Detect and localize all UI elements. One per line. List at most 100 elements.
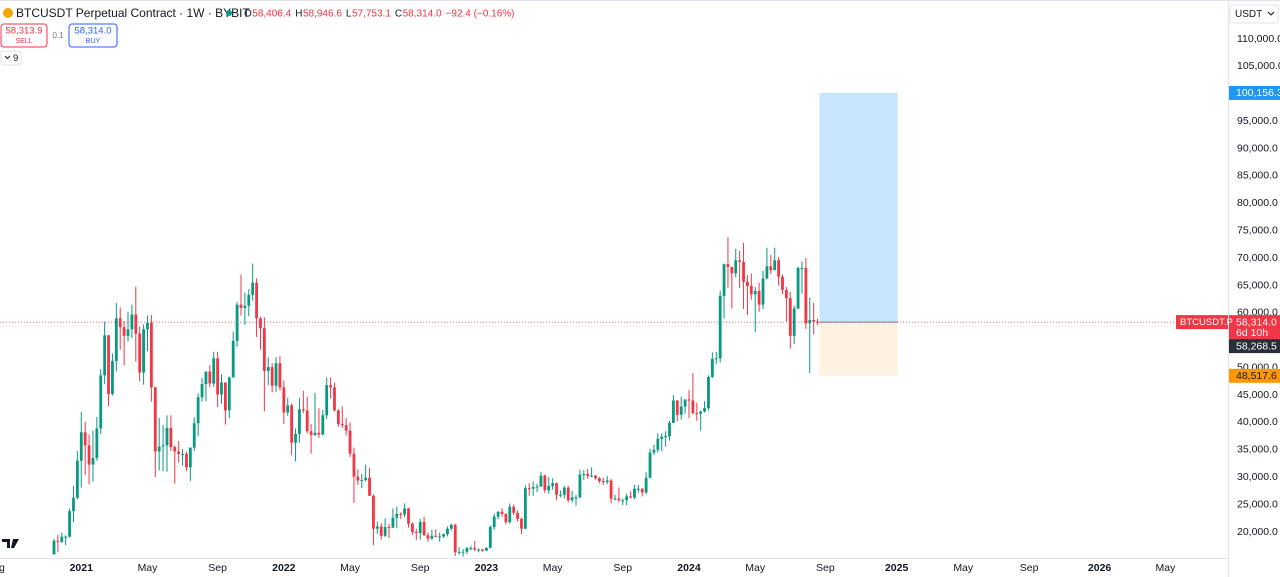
candle-body: [446, 528, 449, 535]
candle-body: [372, 495, 375, 529]
candle-body: [761, 278, 765, 305]
x-tick-label: Sep: [1020, 562, 1039, 574]
candle-body: [149, 322, 153, 388]
candle-body: [200, 384, 204, 398]
sell-button[interactable]: [0, 23, 48, 48]
candle-body: [636, 488, 640, 490]
axes: 20,000.0 25,000.0 30,000.0 35,000.0 40,000.0…: [0, 33, 1280, 574]
candle-body: [539, 475, 543, 487]
candle-body: [566, 487, 570, 501]
candle-body: [138, 333, 142, 373]
candle-body: [185, 453, 188, 468]
candle-body: [422, 522, 426, 536]
candle-body: [652, 449, 656, 453]
candle-body: [235, 304, 239, 341]
candle-body: [360, 479, 364, 481]
candle-body: [204, 371, 208, 385]
candle-body: [477, 549, 481, 551]
candle-body: [231, 340, 235, 378]
symbol-tag-label: BTCUSDT.P: [1180, 317, 1233, 328]
candle-body: [617, 498, 621, 501]
candle-body: [153, 387, 157, 452]
candle-body: [812, 319, 816, 322]
ohlc-value: 57,753.1: [352, 9, 391, 20]
candle-body: [383, 527, 387, 536]
y-tick-label: 40,000.0: [1237, 416, 1278, 428]
y-tick-label: 85,000.0: [1237, 170, 1278, 182]
candle-body: [122, 327, 126, 336]
candle-body: [169, 427, 173, 448]
candle-body: [461, 551, 465, 553]
indicators-toggle[interactable]: [0, 50, 22, 66]
candle-body: [590, 475, 593, 477]
candle-body: [99, 375, 103, 429]
y-tick-label: 80,000.0: [1237, 197, 1278, 209]
candle-body: [111, 361, 114, 394]
candle-body: [551, 483, 555, 486]
candle-body: [188, 447, 192, 468]
candle-body: [224, 382, 227, 411]
x-tick-label: Sep: [816, 562, 835, 574]
status-dot: [226, 10, 232, 16]
candle-body: [72, 497, 75, 512]
currency-select[interactable]: [1229, 4, 1279, 24]
candle-body: [434, 535, 438, 537]
buy-price: 58,314.0: [75, 26, 112, 37]
candle-body: [523, 488, 527, 529]
candle-body: [625, 496, 629, 501]
candle-body: [765, 266, 769, 279]
candle-body: [656, 438, 660, 450]
candle-body: [492, 516, 496, 528]
candle-body: [527, 488, 531, 490]
x-tick-label: 2022: [272, 562, 296, 574]
candle-body: [800, 267, 804, 269]
candle-body: [621, 500, 625, 502]
candle-body: [407, 508, 410, 524]
candle-body: [578, 474, 582, 498]
candle-body: [699, 411, 703, 414]
candle-body: [64, 536, 68, 538]
x-tick-label: May: [340, 562, 361, 574]
stop-zone: [819, 322, 898, 376]
candle-body: [633, 488, 636, 498]
candle-body: [364, 477, 368, 480]
candle-body: [481, 549, 484, 551]
candle-body: [453, 524, 457, 553]
stop-tag-box: [1229, 368, 1280, 383]
candle-body: [262, 328, 266, 371]
x-tick-label: 2023: [475, 562, 499, 574]
change: −92.4 (−0.16%): [446, 9, 515, 20]
y-tick-label: 110,000.0: [1237, 33, 1280, 45]
candle-body: [784, 289, 788, 299]
mark-price-box: [1229, 339, 1280, 354]
ohlc-key: C: [395, 9, 402, 20]
candle-body: [640, 488, 644, 493]
target-tag-box: [1229, 85, 1280, 100]
y-tick-label: 20,000.0: [1237, 526, 1278, 538]
candle-body: [442, 534, 445, 537]
candle-body: [430, 535, 434, 539]
y-tick-label: 75,000.0: [1237, 224, 1278, 236]
candle-body: [605, 480, 609, 483]
candle-body: [368, 477, 371, 496]
ohlc-legend: O 58,406.4 H 58,946.6 L 57,753.1 C 58,314.0 −92.…: [244, 9, 515, 20]
y-tick-label: 30,000.0: [1237, 471, 1278, 483]
candle-body: [270, 367, 274, 386]
candle-body: [418, 522, 422, 534]
buy-button[interactable]: [68, 23, 118, 48]
candle-body: [142, 329, 145, 373]
candle-body: [757, 290, 761, 305]
candle-body: [399, 513, 403, 515]
candle-body: [75, 460, 79, 498]
candle-body: [504, 513, 508, 523]
candle-body: [286, 405, 290, 413]
candle-body: [535, 486, 539, 488]
candle-body: [95, 428, 99, 459]
candle-body: [683, 399, 687, 407]
x-tick-label: May: [543, 562, 564, 574]
candle-body: [107, 335, 110, 394]
candle-body: [247, 294, 251, 306]
x-tick-label: May: [1156, 562, 1177, 574]
candle-body: [114, 318, 118, 362]
